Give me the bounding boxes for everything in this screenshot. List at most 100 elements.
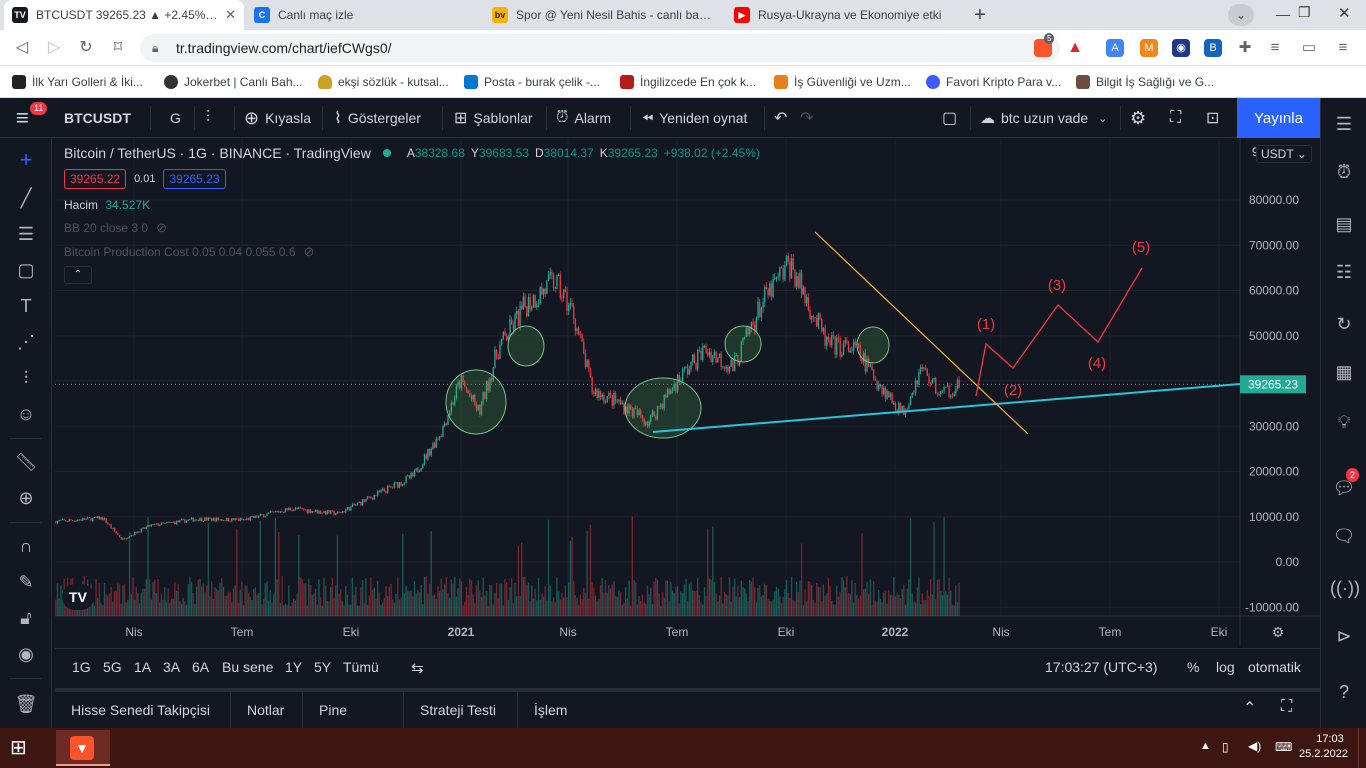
forward-icon[interactable]: ▷ xyxy=(47,39,61,56)
range-1y[interactable]: 1Y xyxy=(285,659,303,675)
eye-icon[interactable]: ◉ xyxy=(18,644,34,664)
auto-scale-toggle[interactable]: otomatik xyxy=(1248,659,1301,675)
range-5y[interactable]: 5Y xyxy=(314,659,332,675)
zoom-in-icon[interactable]: ⊕ xyxy=(18,488,34,508)
bookmark-item[interactable]: Bilgit İş Sağlığı ve G... xyxy=(1076,73,1214,91)
browser-menu-icon[interactable]: ≡ xyxy=(1338,39,1348,56)
range-5d[interactable]: 5G xyxy=(103,659,122,675)
streams-icon[interactable]: ((·)) xyxy=(1330,578,1360,598)
pattern-tool-icon[interactable]: ⋰ xyxy=(17,332,35,352)
help-icon[interactable]: ? xyxy=(1338,682,1349,702)
back-icon[interactable]: ◁ xyxy=(15,39,29,56)
reload-icon[interactable]: ↻ xyxy=(79,39,93,56)
symbol-search-button[interactable]: BTCUSDT xyxy=(64,110,131,126)
log-toggle[interactable]: log xyxy=(1216,659,1235,675)
brave-shields-icon[interactable]: 5 xyxy=(1034,33,1055,57)
close-tab-icon[interactable]: ✕ xyxy=(225,7,236,22)
tray-network-icon[interactable]: ▯ xyxy=(1222,740,1229,754)
replay-button[interactable]: ⏪︎ Yeniden oynat xyxy=(642,109,748,127)
new-tab-button[interactable]: + xyxy=(974,4,986,26)
tab-canli-mac[interactable]: C Canlı maç izle xyxy=(246,0,482,30)
calendar-icon[interactable]: ▦ xyxy=(1335,362,1353,382)
hotlists-icon[interactable]: ☷ xyxy=(1335,262,1353,282)
taskbar-clock[interactable]: 17:03 25.2.2022 xyxy=(1299,733,1348,760)
tradingview-logo-icon[interactable]: TV xyxy=(62,584,94,610)
layout-save-button[interactable]: ☁ btc uzun vade ⌄ xyxy=(980,110,1108,127)
redo-icon[interactable]: ↷ xyxy=(800,110,814,127)
bookmark-item[interactable]: Favori Kripto Para v... xyxy=(926,73,1061,91)
ruler-icon[interactable]: 📏︎ xyxy=(14,452,38,472)
templates-button[interactable]: ⊞ Şablonlar xyxy=(454,110,533,127)
percent-toggle[interactable]: % xyxy=(1187,659,1200,675)
bookmark-item[interactable]: ekşi sözlük - kutsal... xyxy=(318,73,449,91)
extension-icon[interactable]: ◉ xyxy=(1172,39,1190,57)
sell-price-button[interactable]: 39265.22 xyxy=(64,169,127,189)
shield-extension-icon[interactable]: B xyxy=(1204,39,1222,57)
tab-youtube[interactable]: ▶ Rusya-Ukrayna ve Ekonomiye etki xyxy=(726,0,960,30)
tab-tradingview[interactable]: TV BTCUSDT 39265.23 ▲ +2.45% btc ✕ xyxy=(4,0,244,30)
indicators-button[interactable]: ⌇ Göstergeler xyxy=(334,110,421,127)
show-desktop-button[interactable] xyxy=(1358,728,1366,768)
chats-icon[interactable]: 💬︎ 2 xyxy=(1330,468,1360,502)
range-all[interactable]: Tümü xyxy=(343,659,379,675)
extensions-puzzle-icon[interactable]: ✚ xyxy=(1238,39,1252,56)
interval-button[interactable]: G xyxy=(170,110,181,126)
tab-spor-bahis[interactable]: bv Spor @ Yeni Nesil Bahis - canlı bahis… xyxy=(484,0,724,30)
magnet-icon[interactable]: ∩ xyxy=(19,536,33,556)
taskbar-brave-app[interactable]: ▼ xyxy=(56,730,110,766)
crosshair-icon[interactable]: + xyxy=(19,147,33,172)
collapse-legend-icon[interactable]: ⌃ xyxy=(64,266,92,284)
media-controls-icon[interactable]: ≡ xyxy=(1270,39,1280,56)
bookmark-item[interactable]: İlk Yarı Golleri & İki... xyxy=(12,73,143,91)
translate-icon[interactable]: A xyxy=(1106,39,1124,57)
lock-drawing-pencil-icon[interactable]: ✎ xyxy=(18,572,34,592)
maximize-panel-icon[interactable]: ⛶ xyxy=(1281,698,1293,715)
minimize-icon[interactable]: — xyxy=(1276,6,1290,22)
prediction-tool-icon[interactable]: ⫶ xyxy=(23,368,29,388)
metamask-icon[interactable]: M xyxy=(1140,39,1158,57)
clock-timezone[interactable]: 17:03:27 (UTC+3) xyxy=(1045,659,1158,675)
lock-open-icon[interactable]: 🔓︎ xyxy=(20,608,32,628)
trend-line-icon[interactable]: ╱ xyxy=(20,188,32,208)
play-circle-icon[interactable]: ⊳ xyxy=(1336,626,1352,646)
url-field[interactable]: 🔒︎ tr.tradingview.com/chart/iefCWgs0/ xyxy=(140,34,1060,62)
alert-button[interactable]: ⏰︎ Alarm xyxy=(556,109,612,126)
bookmark-item[interactable]: Jokerbet | Canlı Bah... xyxy=(164,73,303,91)
range-1d[interactable]: 1G xyxy=(72,659,91,675)
tab-stock-screener[interactable]: Hisse Senedi Takipçisi xyxy=(55,692,231,728)
emoji-icon[interactable]: ☺ xyxy=(16,404,36,424)
restore-icon[interactable]: ❐ xyxy=(1298,4,1311,20)
bookmark-icon[interactable]: ⌑ xyxy=(113,39,123,56)
calendar-history-icon[interactable]: ↻ xyxy=(1336,314,1352,334)
fullscreen-box-icon[interactable]: ▢ xyxy=(942,110,958,127)
trash-icon[interactable]: 🗑︎ xyxy=(14,694,38,714)
eye-hidden-icon[interactable]: ⊘ xyxy=(156,220,167,235)
range-ytd[interactable]: Bu sene xyxy=(222,659,274,675)
tray-volume-icon[interactable]: ◀) xyxy=(1248,739,1262,753)
compare-button[interactable]: ⊕ Kıyasla xyxy=(244,107,312,128)
text-tool-icon[interactable]: T xyxy=(20,296,32,316)
bookmark-item[interactable]: İngilizcede En çok k... xyxy=(620,73,756,91)
range-6m[interactable]: 6A xyxy=(192,659,210,675)
ideas-lightbulb-icon[interactable]: 💡︎ xyxy=(1337,412,1351,432)
brave-rewards-icon[interactable]: ▲ xyxy=(1067,39,1083,56)
settings-gear-icon[interactable]: ⚙ xyxy=(1130,107,1147,128)
messages-icon[interactable]: 🗨︎ xyxy=(1332,526,1356,546)
range-1m[interactable]: 1A xyxy=(134,659,152,675)
bookmark-item[interactable]: Posta - burak çelik -... xyxy=(464,73,600,91)
rectangle-shape-icon[interactable]: ▢ xyxy=(17,260,35,280)
tab-notes[interactable]: Notlar xyxy=(231,692,303,728)
eye-hidden-icon[interactable]: ⊘ xyxy=(303,244,315,259)
menu-icon[interactable]: ≡ 11 xyxy=(16,98,48,138)
alerts-clock-icon[interactable]: ⏰︎ xyxy=(1336,162,1352,182)
expand-panel-icon[interactable]: ⌃ xyxy=(1243,700,1257,717)
tab-pine-editor[interactable]: Pine Editör xyxy=(303,692,404,754)
tab-strategy-tester[interactable]: Strateji Testi xyxy=(404,692,518,728)
fib-retracement-icon[interactable]: ☰ xyxy=(17,224,35,244)
data-window-icon[interactable]: ▤ xyxy=(1335,214,1353,234)
price-chart[interactable]: (1) (2) (3) (4) (5) 80000.00 70000.00 60000.00… xyxy=(55,138,1320,646)
wallet-icon[interactable]: ▭ xyxy=(1301,39,1317,56)
candle-type-icon[interactable]: ⫶ xyxy=(206,109,211,126)
range-3m[interactable]: 3A xyxy=(163,659,181,675)
tab-trading-panel[interactable]: İşlem Paneli xyxy=(534,702,573,754)
